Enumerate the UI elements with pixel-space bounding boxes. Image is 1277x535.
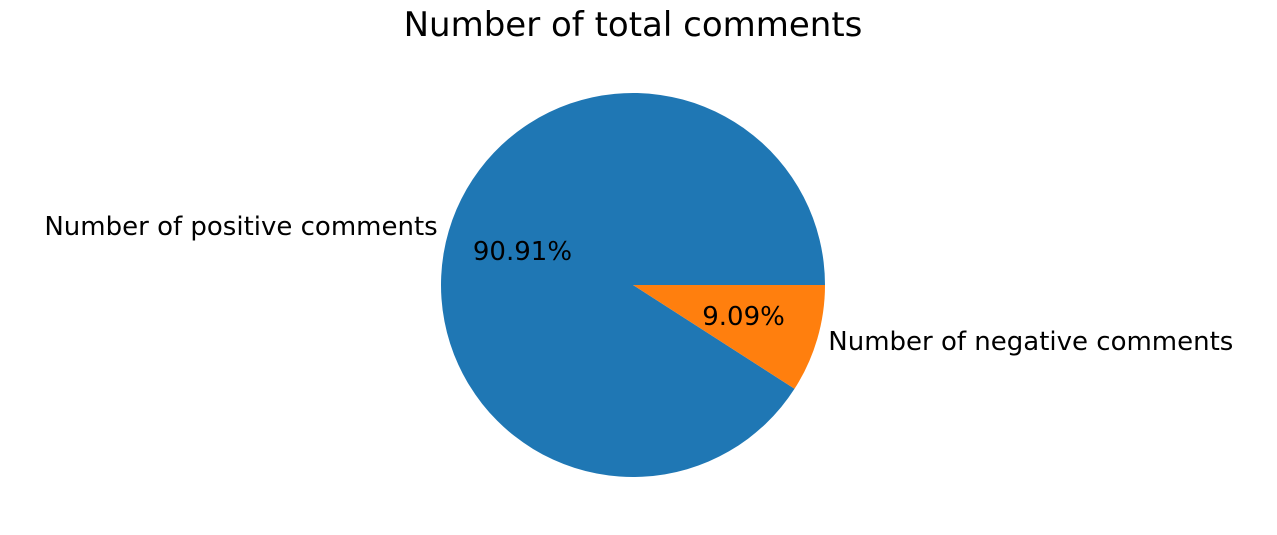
slice-percent-label: 9.09% [702,302,785,332]
pie-slice-positive [441,93,825,478]
pie-labels: Number of positive comments 90.91% Number … [44,212,1233,357]
slice-percent-label: 90.91% [473,237,572,267]
pie-slices [441,93,825,478]
slice-label: Number of positive comments [44,212,437,242]
chart-title: Number of total comments [404,5,863,45]
slice-label: Number of negative comments [828,327,1233,357]
pie-slice-negative [633,285,825,389]
